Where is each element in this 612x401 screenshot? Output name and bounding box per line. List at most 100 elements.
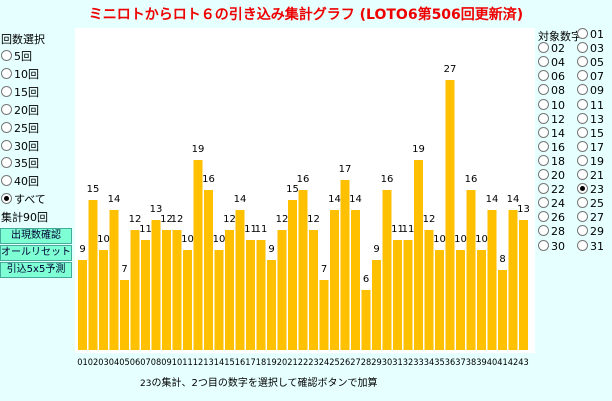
radio-circle[interactable] (577, 239, 588, 251)
radio-circle[interactable] (577, 169, 588, 180)
radio-option[interactable]: 20回 (1, 103, 39, 118)
radio-option[interactable]: 22 (538, 183, 565, 197)
radio-circle[interactable] (577, 70, 588, 82)
radio-option[interactable]: 12 (538, 112, 565, 127)
x-tick-label: 25 (329, 358, 340, 368)
radio-circle[interactable] (577, 56, 588, 68)
radio-circle[interactable] (577, 112, 588, 124)
radio-option[interactable]: 25 (577, 197, 604, 211)
data-label: 12 (129, 214, 142, 225)
radio-circle[interactable] (577, 28, 588, 39)
radio-circle[interactable] (577, 197, 588, 209)
radio-option[interactable]: 15回 (1, 85, 39, 100)
radio-option[interactable]: 28 (538, 225, 565, 239)
radio-circle[interactable] (538, 183, 549, 195)
button[interactable]: 出現数確認 (0, 228, 72, 244)
radio-circle[interactable] (1, 121, 12, 133)
radio-circle[interactable] (538, 42, 549, 54)
radio-option[interactable]: 29 (577, 225, 604, 239)
radio-circle[interactable] (538, 98, 549, 110)
radio-option[interactable]: 21 (577, 169, 604, 183)
radio-option[interactable]: 07 (577, 70, 604, 84)
radio-circle[interactable] (538, 211, 549, 223)
radio-option[interactable]: 16 (538, 140, 565, 155)
radio-circle[interactable] (1, 103, 12, 115)
radio-circle[interactable] (577, 126, 588, 138)
bar (88, 200, 98, 350)
radio-option[interactable]: 23 (577, 183, 604, 197)
radio-circle[interactable] (1, 193, 12, 205)
radio-option[interactable]: 13 (577, 112, 604, 127)
radio-circle[interactable] (1, 139, 12, 151)
radio-circle[interactable] (1, 175, 12, 187)
bar (309, 230, 318, 350)
radio-option[interactable]: 20 (538, 169, 565, 183)
radio-circle[interactable] (577, 42, 588, 54)
radio-label: 18 (551, 154, 565, 168)
radio-circle[interactable] (577, 98, 588, 110)
radio-option[interactable]: すべて (1, 193, 46, 207)
radio-circle[interactable] (1, 50, 12, 61)
radio-label: 15回 (14, 85, 39, 99)
radio-circle[interactable] (1, 85, 12, 97)
radio-label: 5回 (14, 50, 32, 63)
radio-circle[interactable] (538, 225, 549, 237)
radio-option[interactable]: 14 (538, 126, 565, 141)
radio-option[interactable]: 31 (577, 239, 604, 254)
radio-option[interactable]: 10回 (1, 67, 39, 82)
radio-option[interactable]: 19 (577, 154, 604, 169)
radio-circle[interactable] (577, 183, 588, 195)
bar (99, 250, 108, 350)
button[interactable]: 引込5x5予測 (0, 262, 72, 278)
data-label: 14 (507, 194, 520, 205)
radio-option[interactable]: 24 (538, 197, 565, 211)
radio-circle[interactable] (538, 84, 549, 96)
radio-option[interactable]: 18 (538, 154, 565, 169)
radio-circle[interactable] (538, 112, 549, 124)
x-tick-label: 12 (193, 358, 204, 368)
radio-option[interactable]: 15 (577, 126, 604, 141)
radio-circle[interactable] (538, 197, 549, 209)
radio-circle[interactable] (538, 56, 549, 68)
radio-label: 35回 (14, 157, 39, 171)
radio-circle[interactable] (577, 154, 588, 166)
data-label: 9 (79, 244, 85, 255)
radio-option[interactable]: 26 (538, 211, 565, 225)
radio-option[interactable]: 25回 (1, 121, 39, 136)
radio-circle[interactable] (1, 67, 12, 79)
radio-circle[interactable] (577, 84, 588, 96)
radio-circle[interactable] (538, 126, 549, 138)
button[interactable]: オールリセット (0, 245, 72, 261)
radio-option[interactable]: 30回 (1, 139, 39, 154)
radio-option[interactable]: 35回 (1, 157, 39, 171)
radio-option[interactable]: 02 (538, 42, 565, 56)
radio-circle[interactable] (577, 140, 588, 152)
radio-circle[interactable] (538, 239, 549, 251)
radio-option[interactable]: 09 (577, 84, 604, 98)
radio-option[interactable]: 06 (538, 70, 565, 84)
radio-circle[interactable] (577, 211, 588, 223)
radio-option[interactable]: 01 (577, 28, 604, 42)
radio-circle[interactable] (538, 70, 549, 82)
radio-option[interactable]: 10 (538, 98, 565, 113)
x-tick-label: 37 (455, 358, 466, 368)
radio-label: 10 (551, 98, 565, 112)
radio-option[interactable]: 04 (538, 56, 565, 70)
radio-circle[interactable] (538, 154, 549, 166)
radio-option[interactable]: 5回 (1, 50, 32, 64)
radio-option[interactable]: 11 (577, 98, 604, 113)
data-label: 16 (381, 174, 394, 185)
radio-option[interactable]: 17 (577, 140, 604, 155)
radio-option[interactable]: 27 (577, 211, 604, 225)
radio-option[interactable]: 05 (577, 56, 604, 70)
panel-heading: 回数選択 (1, 33, 45, 46)
radio-circle[interactable] (538, 140, 549, 152)
radio-option[interactable]: 08 (538, 84, 565, 98)
radio-option[interactable]: 40回 (1, 175, 39, 189)
radio-option[interactable]: 03 (577, 42, 604, 56)
radio-circle[interactable] (1, 157, 12, 169)
radio-option[interactable]: 30 (538, 239, 565, 254)
radio-circle[interactable] (538, 169, 549, 180)
radio-circle[interactable] (577, 225, 588, 237)
bar (225, 230, 234, 350)
